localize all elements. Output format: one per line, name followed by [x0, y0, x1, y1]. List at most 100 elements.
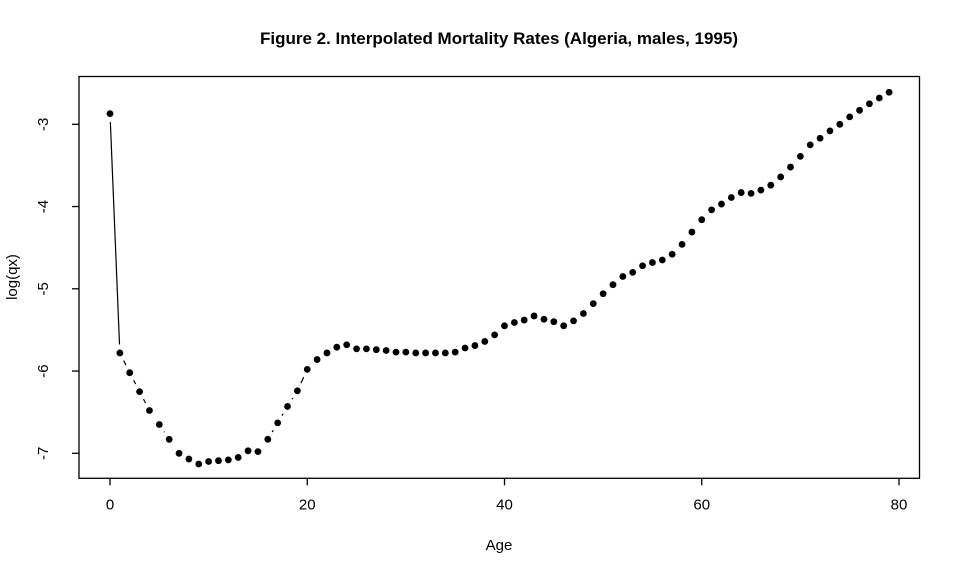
data-point [600, 290, 607, 297]
data-point [856, 107, 863, 114]
data-point [462, 345, 469, 352]
data-point [639, 262, 646, 269]
x-tick-label: 20 [299, 497, 316, 514]
data-point [886, 89, 893, 96]
data-point [472, 342, 479, 349]
x-tick-label: 0 [106, 497, 114, 514]
data-point [767, 182, 774, 189]
series-line-segment [272, 430, 273, 432]
data-point [324, 350, 331, 357]
data-point [294, 387, 301, 394]
data-point [363, 345, 370, 352]
data-point [817, 135, 824, 142]
data-point [777, 174, 784, 181]
data-point [373, 346, 380, 353]
series-line-segment [124, 361, 126, 366]
data-point [176, 450, 183, 457]
data-point [442, 350, 449, 357]
data-point [797, 153, 804, 160]
data-point [531, 313, 538, 320]
data-point [353, 345, 360, 352]
data-point [669, 251, 676, 258]
series-line-segment [144, 399, 146, 403]
data-point [659, 257, 666, 264]
data-point [146, 407, 153, 414]
data-point [314, 356, 321, 363]
data-point [343, 341, 350, 348]
data-point [195, 461, 202, 468]
y-tick-label: -7 [35, 447, 52, 460]
data-point [836, 121, 843, 128]
data-point [383, 347, 390, 354]
data-point [116, 350, 123, 357]
data-point [748, 190, 755, 197]
x-tick-label: 80 [891, 497, 908, 514]
data-point [580, 310, 587, 317]
data-point [758, 187, 765, 194]
data-point [560, 322, 567, 329]
data-point [521, 317, 528, 324]
data-point [402, 349, 409, 356]
data-point [126, 369, 133, 376]
data-point [422, 350, 429, 357]
data-point [156, 421, 163, 428]
data-point [629, 269, 636, 276]
y-tick-label: -5 [35, 282, 52, 295]
data-point [590, 300, 597, 307]
data-point [738, 189, 745, 196]
data-point [649, 259, 656, 266]
data-point [274, 419, 281, 426]
data-point [215, 457, 222, 464]
data-point [136, 388, 143, 395]
data-point [452, 349, 459, 356]
data-point [679, 241, 686, 248]
x-axis-label: Age [486, 537, 513, 554]
chart-title: Figure 2. Interpolated Mortality Rates (… [260, 29, 738, 48]
y-tick-label: -3 [35, 118, 52, 131]
series-line-segment [301, 377, 304, 383]
y-axis-ticks: -7 -6 -5 -4 -3 [35, 118, 79, 460]
series-points [107, 89, 893, 468]
series-line-segment [134, 380, 136, 384]
data-point [550, 318, 557, 325]
data-point [541, 316, 548, 323]
data-point [827, 127, 834, 134]
data-point [698, 216, 705, 223]
series-line-segment [110, 122, 119, 344]
data-point [205, 458, 212, 465]
data-point [728, 194, 735, 201]
data-point [876, 95, 883, 102]
y-axis-label: log(qx) [4, 254, 21, 300]
data-point [718, 201, 725, 208]
data-point [186, 456, 193, 463]
plot-box [79, 77, 920, 479]
data-point [255, 448, 262, 455]
data-point [235, 454, 242, 461]
data-point [284, 403, 291, 410]
x-tick-label: 40 [496, 497, 513, 514]
data-point [412, 350, 419, 357]
series-line-segment [282, 414, 283, 416]
series-line-segment [292, 398, 293, 399]
data-point [304, 366, 311, 373]
data-point [846, 113, 853, 120]
data-point [245, 447, 252, 454]
data-point [866, 100, 873, 107]
data-point [107, 110, 114, 117]
data-point [491, 331, 498, 338]
series-line [110, 122, 303, 432]
data-point [393, 349, 400, 356]
y-tick-label: -6 [35, 364, 52, 377]
data-point [225, 456, 232, 463]
data-point [688, 229, 695, 236]
data-point [807, 141, 814, 148]
data-point [708, 206, 715, 213]
y-tick-label: -4 [35, 200, 52, 213]
data-point [432, 350, 439, 357]
data-point [481, 338, 488, 345]
data-point [333, 344, 340, 351]
data-point [610, 281, 617, 288]
